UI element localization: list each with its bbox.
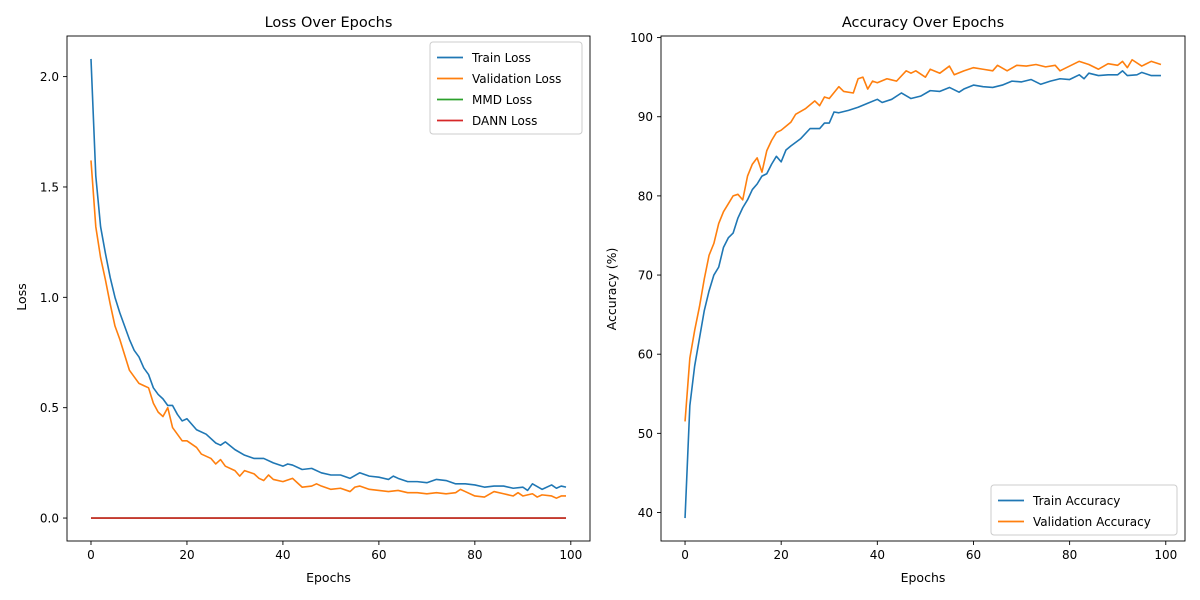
loss-chart-x-tick-label: 0 [87,548,95,562]
accuracy-chart-title: Accuracy Over Epochs [842,15,1004,31]
loss-chart-legend [429,41,583,135]
accuracy-chart-y-tick-label: 90 [638,110,653,124]
accuracy-chart-xlabel: Epochs [901,570,946,585]
loss-chart-y-tick-label: 2.0 [40,70,59,84]
accuracy-chart-axes-frame [660,35,1186,542]
loss-chart-x-tick-label: 100 [559,548,582,562]
accuracy-chart-ylabel: Accuracy (%) [604,248,619,331]
accuracy-chart-x-tick-label: 20 [774,548,789,562]
loss-chart-legend-label: Train Loss [471,51,531,65]
accuracy-chart-x-tick-label: 40 [870,548,885,562]
loss-chart: Loss Over Epochs Epochs Loss 0 20 40 60 80 10… [14,15,591,585]
loss-chart-ylabel: Loss [14,283,29,310]
loss-chart-y-tick-label: 1.0 [40,291,59,305]
loss-chart-x-tick-label: 60 [371,548,386,562]
loss-chart-x-tick-label: 20 [179,548,194,562]
accuracy-chart-x-tick-label: 0 [681,548,689,562]
accuracy-chart-x-tick-label: 100 [1154,548,1177,562]
loss-chart-y-tick-label: 0.5 [40,401,59,415]
accuracy-chart-y-tick-label: 50 [638,427,653,441]
accuracy-chart-y-tick-label: 100 [630,31,653,45]
loss-chart-x-tick-label: 80 [467,548,482,562]
accuracy-chart-x-tick-label: 80 [1062,548,1077,562]
accuracy-chart-y-tick-label: 60 [638,348,653,362]
loss-chart-series-line [90,58,567,492]
accuracy-chart-legend [990,484,1178,536]
accuracy-chart-x-tick-label: 60 [966,548,981,562]
loss-chart-xlabel: Epochs [306,570,351,585]
accuracy-chart-legend-label: Validation Accuracy [1033,515,1151,529]
accuracy-chart-legend-label: Train Accuracy [1032,494,1120,508]
loss-chart-legend-label: MMD Loss [472,93,532,107]
accuracy-chart-y-tick-label: 40 [638,506,653,520]
accuracy-chart: Accuracy Over Epochs Epochs Accuracy (%)… [604,15,1186,585]
loss-chart-series-line [90,160,567,499]
accuracy-chart-y-tick-label: 80 [638,189,653,203]
loss-chart-legend-label: DANN Loss [472,114,537,128]
loss-chart-legend-label: Validation Loss [472,72,561,86]
accuracy-chart-y-tick-label: 70 [638,269,653,283]
loss-chart-title: Loss Over Epochs [265,15,393,31]
loss-chart-axes-frame [66,35,591,542]
loss-chart-y-tick-label: 0.0 [40,512,59,526]
accuracy-chart-series-line [684,58,1162,422]
accuracy-chart-series-line [684,70,1161,519]
loss-chart-y-tick-label: 1.5 [40,180,59,194]
loss-chart-x-tick-label: 40 [275,548,290,562]
